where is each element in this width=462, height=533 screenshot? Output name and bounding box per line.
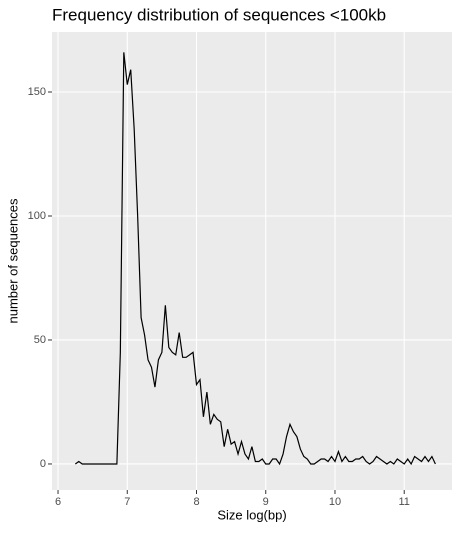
y-axis-label: number of sequences (5, 198, 20, 324)
plot-panel (52, 32, 452, 490)
x-tick-label: 7 (124, 496, 130, 508)
x-tick-label: 10 (329, 496, 341, 508)
chart-title: Frequency distribution of sequences <100… (52, 5, 386, 24)
x-tick-label: 8 (193, 496, 199, 508)
x-tick-label: 11 (399, 496, 410, 508)
grid (52, 32, 452, 490)
y-tick-label: 100 (28, 210, 46, 222)
y-tick-label: 150 (28, 86, 46, 98)
x-tick-label: 9 (263, 496, 269, 508)
x-axis-label: Size log(bp) (217, 507, 286, 522)
x-tick-label: 6 (55, 496, 61, 508)
y-tick-label: 0 (40, 458, 46, 470)
y-tick-label: 50 (34, 334, 46, 346)
data-line (74, 52, 436, 466)
marks (74, 52, 436, 466)
